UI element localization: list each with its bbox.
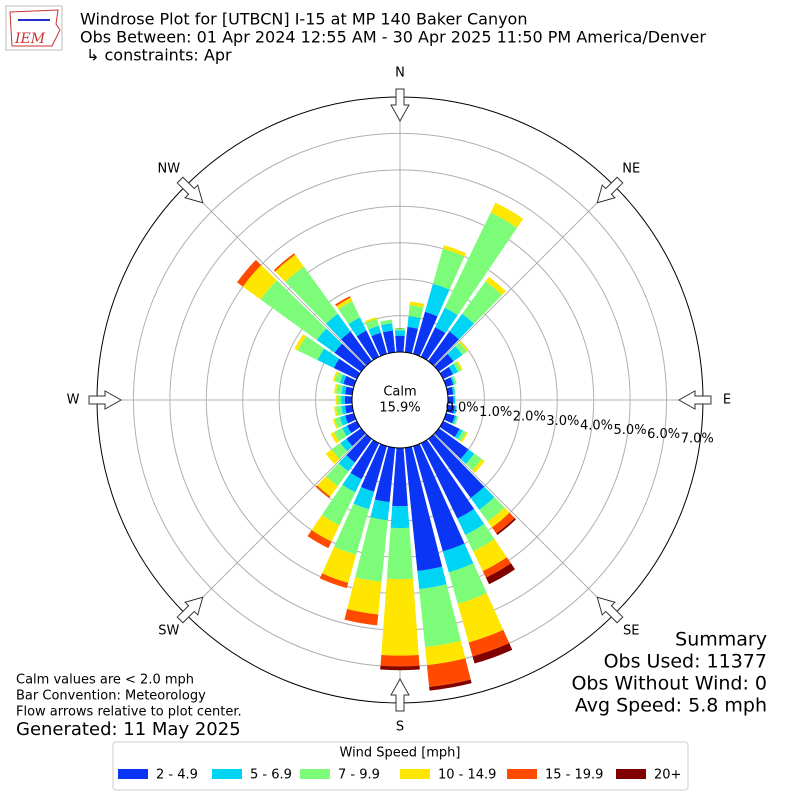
legend-label: 15 - 19.9 [545, 768, 603, 783]
direction-label: S [396, 720, 404, 735]
wedge [395, 330, 405, 336]
calm-value: 15.9% [379, 401, 420, 416]
flow-arrow-shape [391, 679, 409, 711]
direction-label: SE [623, 624, 639, 639]
note: Flow arrows relative to plot center. [16, 705, 242, 720]
legend-label: 2 - 4.9 [156, 768, 198, 783]
direction-label: W [67, 393, 80, 408]
wedge [392, 448, 408, 506]
logo-text: IEM [14, 31, 46, 47]
chart-title: Windrose Plot for [UTBCN] I-15 at MP 140… [80, 10, 527, 29]
legend-swatch [300, 769, 330, 779]
legend-label: 20+ [654, 768, 681, 783]
legend-label: 5 - 6.9 [250, 768, 292, 783]
r-tick-label: 7.0% [681, 432, 714, 447]
generated: Generated: 11 May 2025 [16, 719, 241, 740]
flow-arrow-shape [391, 89, 409, 121]
direction-label: E [723, 393, 731, 408]
legend-swatch [400, 769, 430, 779]
legend-swatch [118, 769, 148, 779]
r-tick-label: 3.0% [546, 414, 579, 429]
legend-label: 10 - 14.9 [438, 768, 496, 783]
wedge [337, 395, 341, 404]
summary-line: Obs Without Wind: 0 [571, 673, 767, 695]
legend-label: 7 - 9.9 [338, 768, 380, 783]
summary-title: Summary [675, 629, 767, 651]
logo: IEM [6, 6, 62, 50]
wedge [391, 506, 410, 528]
r-tick-label: 0.0% [446, 401, 479, 416]
constraints: ↳ constraints: Apr [86, 46, 232, 65]
wedge [387, 528, 413, 579]
summary-line: Obs Used: 11377 [604, 651, 767, 673]
wedge [407, 316, 420, 329]
note: Calm values are < 2.0 mph [16, 673, 194, 688]
calm-label: Calm [383, 385, 416, 400]
wedge [395, 328, 405, 330]
grid-spoke [186, 186, 366, 366]
direction-label: N [395, 66, 405, 81]
flow-arrow [679, 391, 711, 409]
direction-label: NW [157, 161, 180, 176]
note: Bar Convention: Meteorology [16, 689, 206, 704]
wedge [381, 579, 418, 656]
legend-swatch [507, 769, 537, 779]
wedge [380, 655, 419, 667]
direction-label: NE [622, 161, 640, 176]
r-tick-label: 6.0% [647, 427, 680, 442]
flow-arrow-shape [679, 391, 711, 409]
wedge [409, 305, 424, 318]
flow-arrow [391, 89, 409, 121]
r-tick-label: 5.0% [614, 423, 647, 438]
r-tick-label: 2.0% [513, 410, 546, 425]
wedge [345, 396, 352, 404]
flow-arrow [391, 679, 409, 711]
direction-label: SW [158, 624, 179, 639]
legend-title: Wind Speed [mph] [340, 746, 461, 761]
flow-arrow [89, 391, 121, 409]
wedge [336, 395, 338, 404]
legend-swatch [616, 769, 646, 779]
summary-line: Avg Speed: 5.8 mph [575, 695, 767, 717]
wedge [341, 396, 345, 405]
chart-subtitle: Obs Between: 01 Apr 2024 12:55 AM - 30 A… [80, 28, 706, 47]
wedge [370, 500, 389, 521]
flow-arrow-shape [89, 391, 121, 409]
wedge [395, 336, 404, 353]
legend-swatch [212, 769, 242, 779]
r-tick-label: 1.0% [479, 405, 512, 420]
wedge [347, 577, 381, 614]
r-tick-label: 4.0% [580, 418, 613, 433]
wedge [419, 584, 461, 647]
